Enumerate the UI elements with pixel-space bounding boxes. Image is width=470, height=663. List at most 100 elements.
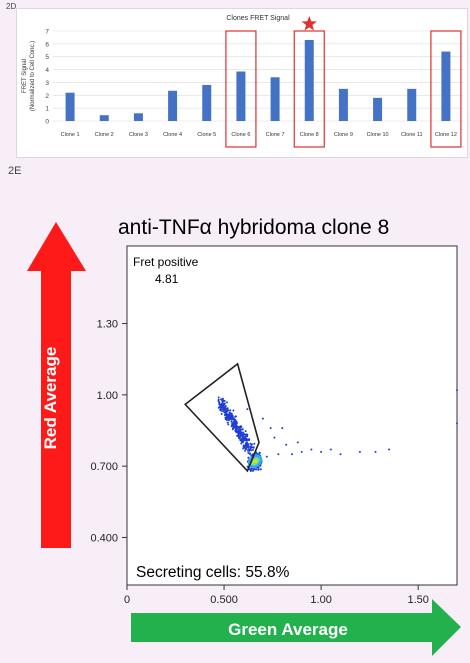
- scatter-xtick-label: 1.50: [407, 594, 428, 606]
- scatter-point: [232, 417, 235, 420]
- scatter-point: [234, 429, 237, 432]
- scatter-point: [235, 422, 238, 424]
- scatter-point: [242, 433, 245, 436]
- scatter-point: [245, 434, 248, 437]
- bar-2: [99, 115, 109, 121]
- scatter-point: [251, 469, 255, 472]
- scatter-point: [226, 401, 228, 404]
- ylabel-red-average: Red Average: [41, 347, 60, 450]
- scatter-point: [259, 468, 262, 471]
- scatter-point: [281, 427, 284, 430]
- scatter-point: [226, 421, 229, 424]
- scatter-point: [269, 427, 272, 430]
- scatter-point: [242, 436, 245, 439]
- scatter-point: [226, 410, 229, 413]
- scatter-point: [222, 402, 225, 405]
- scatter-point: [247, 452, 250, 454]
- bar-10: [373, 97, 383, 121]
- scatter-point: [456, 422, 458, 425]
- gate-polygon: [184, 362, 260, 473]
- scatter-point: [221, 398, 224, 401]
- scatter-point: [252, 446, 255, 449]
- bar-category-label: Clone 8: [300, 132, 319, 138]
- scatter-xtick-label: 1.00: [310, 594, 331, 606]
- scatter-point: [247, 443, 249, 446]
- scatter-point: [240, 437, 243, 440]
- bar-category-label: Clone 9: [334, 132, 353, 138]
- scatter-point: [296, 441, 299, 444]
- bar-category-label: Clone 4: [163, 132, 182, 138]
- scatter-point: [245, 447, 248, 450]
- bar-category-label: Clone 5: [197, 132, 216, 138]
- scatter-ytick-label: 1.30: [97, 319, 118, 331]
- bar-category-label: Clone 11: [401, 132, 423, 138]
- scatter-point: [228, 415, 231, 418]
- scatter-point: [240, 433, 242, 436]
- bar-category-label: Clone 10: [367, 132, 389, 138]
- scatter-point: [255, 468, 258, 471]
- scatter-point: [246, 408, 249, 411]
- red-arrow-shaft: [41, 270, 71, 548]
- scatter-point: [244, 449, 247, 452]
- scatter-point: [224, 405, 227, 407]
- scatter-point: [238, 437, 240, 440]
- bar-ytick-label: 0: [45, 119, 49, 126]
- bar-ytick-label: 4: [45, 67, 49, 74]
- panel-label-2d: 2D: [6, 2, 17, 11]
- dense-core-inner: [252, 459, 258, 463]
- scatter-point: [241, 441, 244, 444]
- scatter-point: [217, 396, 220, 399]
- scatter-point: [242, 447, 245, 450]
- gate-value-label: 4.81: [155, 272, 179, 286]
- scatter-ytick-label: 1.00: [97, 390, 118, 402]
- scatter-point: [329, 448, 332, 451]
- scatter-point: [234, 415, 237, 418]
- bar-ylabel-line1: FRET Signal: [22, 59, 28, 93]
- bar-7: [270, 77, 280, 121]
- scatter-plot-area: [126, 245, 458, 586]
- scatter-point: [230, 420, 233, 423]
- scatter-point: [238, 433, 241, 435]
- scatter-point: [224, 410, 227, 413]
- fret-bar-chart: Clones FRET Signal FRET Signal (Normalized…: [16, 8, 468, 158]
- bar-category-label: Clone 2: [95, 132, 114, 138]
- scatter-point: [224, 414, 226, 417]
- bar-1: [65, 92, 75, 121]
- bar-4: [168, 90, 178, 121]
- scatter-point: [239, 425, 242, 428]
- scatter-point: [224, 418, 227, 421]
- bar-9: [338, 88, 348, 121]
- bar-ytick-label: 1: [45, 106, 49, 113]
- scatter-point: [244, 437, 247, 440]
- scatter-point: [248, 452, 251, 455]
- scatter-point: [232, 423, 235, 426]
- bar-chart-title: Clones FRET Signal: [226, 15, 290, 22]
- scatter-ytick-label: 0.700: [90, 461, 118, 473]
- scatter-point: [247, 446, 250, 449]
- bar-8: [304, 40, 314, 121]
- scatter-point: [220, 398, 223, 401]
- scatter-point: [227, 423, 230, 426]
- scatter-point: [456, 389, 458, 392]
- bar-ytick-label: 3: [45, 80, 49, 87]
- red-arrow-head: [27, 222, 86, 271]
- scatter-xtick-label: 0.500: [210, 594, 238, 606]
- scatter-point: [229, 409, 232, 412]
- scatter-point: [241, 439, 244, 442]
- scatter-point: [257, 468, 260, 471]
- scatter-points: [217, 389, 458, 472]
- gate-name-label: Fret positive: [133, 255, 199, 269]
- scatter-point: [358, 450, 361, 453]
- scatter-point: [253, 442, 256, 445]
- bar-11: [407, 88, 417, 121]
- scatter-point: [217, 399, 220, 402]
- scatter-point: [261, 417, 264, 420]
- scatter-point: [232, 427, 234, 430]
- scatter-point: [277, 453, 280, 456]
- scatter-point: [285, 443, 288, 446]
- scatter-point: [241, 435, 244, 437]
- scatter-point: [225, 408, 228, 411]
- scatter-point: [224, 412, 227, 415]
- scatter-point: [320, 450, 323, 453]
- scatter-point: [251, 448, 254, 451]
